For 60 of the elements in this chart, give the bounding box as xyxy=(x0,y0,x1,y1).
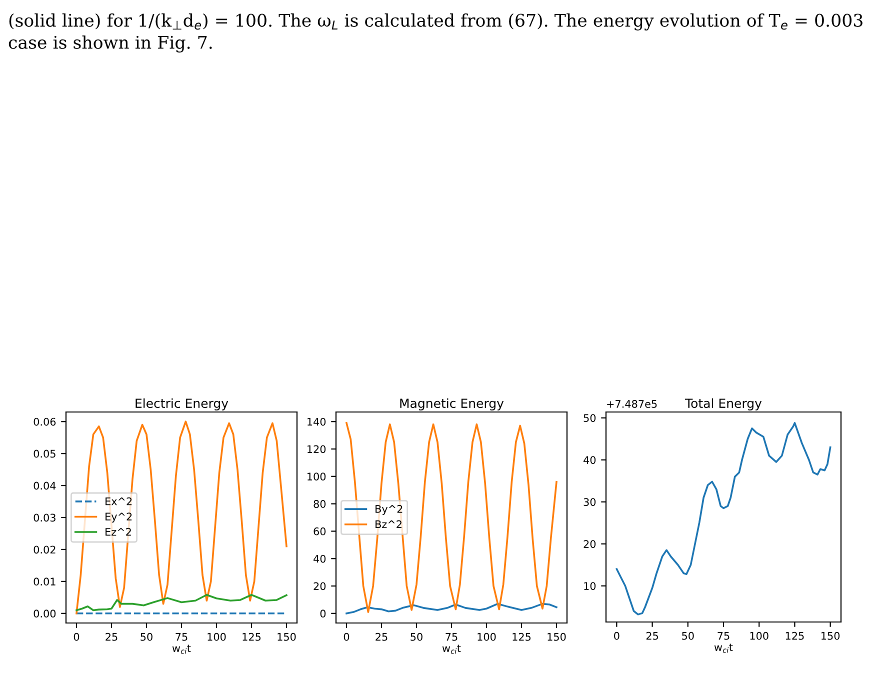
x-tick-label: 0 xyxy=(74,632,80,641)
x-tick-label: 100 xyxy=(478,632,496,641)
chart-title: Magnetic Energy xyxy=(400,398,504,410)
y-tick-label: 0 xyxy=(320,610,326,618)
chart-title: Electric Energy xyxy=(136,398,228,410)
y-tick-label: 0.02 xyxy=(34,546,56,554)
y-tick-label: 0.00 xyxy=(34,610,56,618)
legend-label: Bz^2 xyxy=(376,520,402,528)
x-tick-label: 100 xyxy=(750,632,768,640)
line-series xyxy=(616,422,832,616)
legend-label: Ex^2 xyxy=(106,497,132,506)
y-tick-label: 140 xyxy=(308,418,326,426)
y-tick-label: 0.04 xyxy=(34,482,56,490)
x-axis-title: w$_{ci}$t xyxy=(442,644,461,654)
text: (solid line) for 1/(k$_{⊥}$d$_{e}$) = 100. The ω$_{L}$ is calculated from (67). The energy evolution of T$_{e}$ = 0.003 xyxy=(9,13,862,30)
y-tick-label: 50 xyxy=(584,414,596,422)
x-tick-label: 125 xyxy=(242,632,261,641)
x-tick-label: 75 xyxy=(176,633,188,641)
x-tick-label: 125 xyxy=(512,632,531,641)
y-tick-label: 60 xyxy=(314,527,326,536)
x-tick-label: 75 xyxy=(446,633,458,641)
y-tick-label: 0.06 xyxy=(34,418,56,426)
y-tick-label: 20 xyxy=(314,582,326,590)
text: +7.487e5 xyxy=(607,400,657,408)
y-tick-label: 100 xyxy=(308,472,326,480)
x-tick-label: 0 xyxy=(614,632,620,640)
x-axis-title: w$_{ci}$t xyxy=(172,644,191,654)
x-tick-label: 25 xyxy=(646,632,658,640)
y-tick-label: 30 xyxy=(584,498,596,506)
y-tick-label: 20 xyxy=(584,540,596,548)
y-tick-label: 40 xyxy=(314,554,326,563)
y-tick-label: 40 xyxy=(584,456,596,464)
x-tick-label: 100 xyxy=(208,632,226,641)
x-tick-label: 150 xyxy=(278,632,296,641)
x-tick-label: 150 xyxy=(822,632,840,640)
line-series xyxy=(76,594,288,612)
line-series xyxy=(76,420,288,614)
x-tick-label: 125 xyxy=(786,632,804,640)
y-tick-label: 120 xyxy=(308,445,326,454)
x-tick-label: 50 xyxy=(410,632,422,641)
y-tick-label: 10 xyxy=(584,582,596,590)
x-tick-label: 0 xyxy=(344,632,350,641)
x-tick-label: 25 xyxy=(376,632,388,641)
legend-label: Ey^2 xyxy=(106,512,132,523)
y-tick-label: 80 xyxy=(314,500,326,508)
x-tick-label: 150 xyxy=(548,632,566,641)
line-series xyxy=(346,602,558,614)
x-tick-label: 50 xyxy=(140,632,152,641)
y-tick-label: 0.03 xyxy=(34,514,56,522)
y-tick-label: 0.05 xyxy=(34,450,56,458)
x-tick-label: 75 xyxy=(718,632,730,640)
legend-label: By^2 xyxy=(376,505,402,515)
y-tick-label: 0.01 xyxy=(34,578,56,586)
chart-title: Total Energy xyxy=(685,398,762,410)
text: case is shown in Fig. 7. xyxy=(8,35,212,53)
legend-label: Ez^2 xyxy=(106,528,131,536)
x-tick-label: 50 xyxy=(682,632,694,640)
x-tick-label: 25 xyxy=(106,632,118,641)
x-axis-title: w$_{ci}$t xyxy=(714,644,733,653)
line-series xyxy=(346,422,558,613)
